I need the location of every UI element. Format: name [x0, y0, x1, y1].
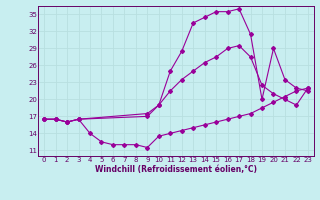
X-axis label: Windchill (Refroidissement éolien,°C): Windchill (Refroidissement éolien,°C) — [95, 165, 257, 174]
